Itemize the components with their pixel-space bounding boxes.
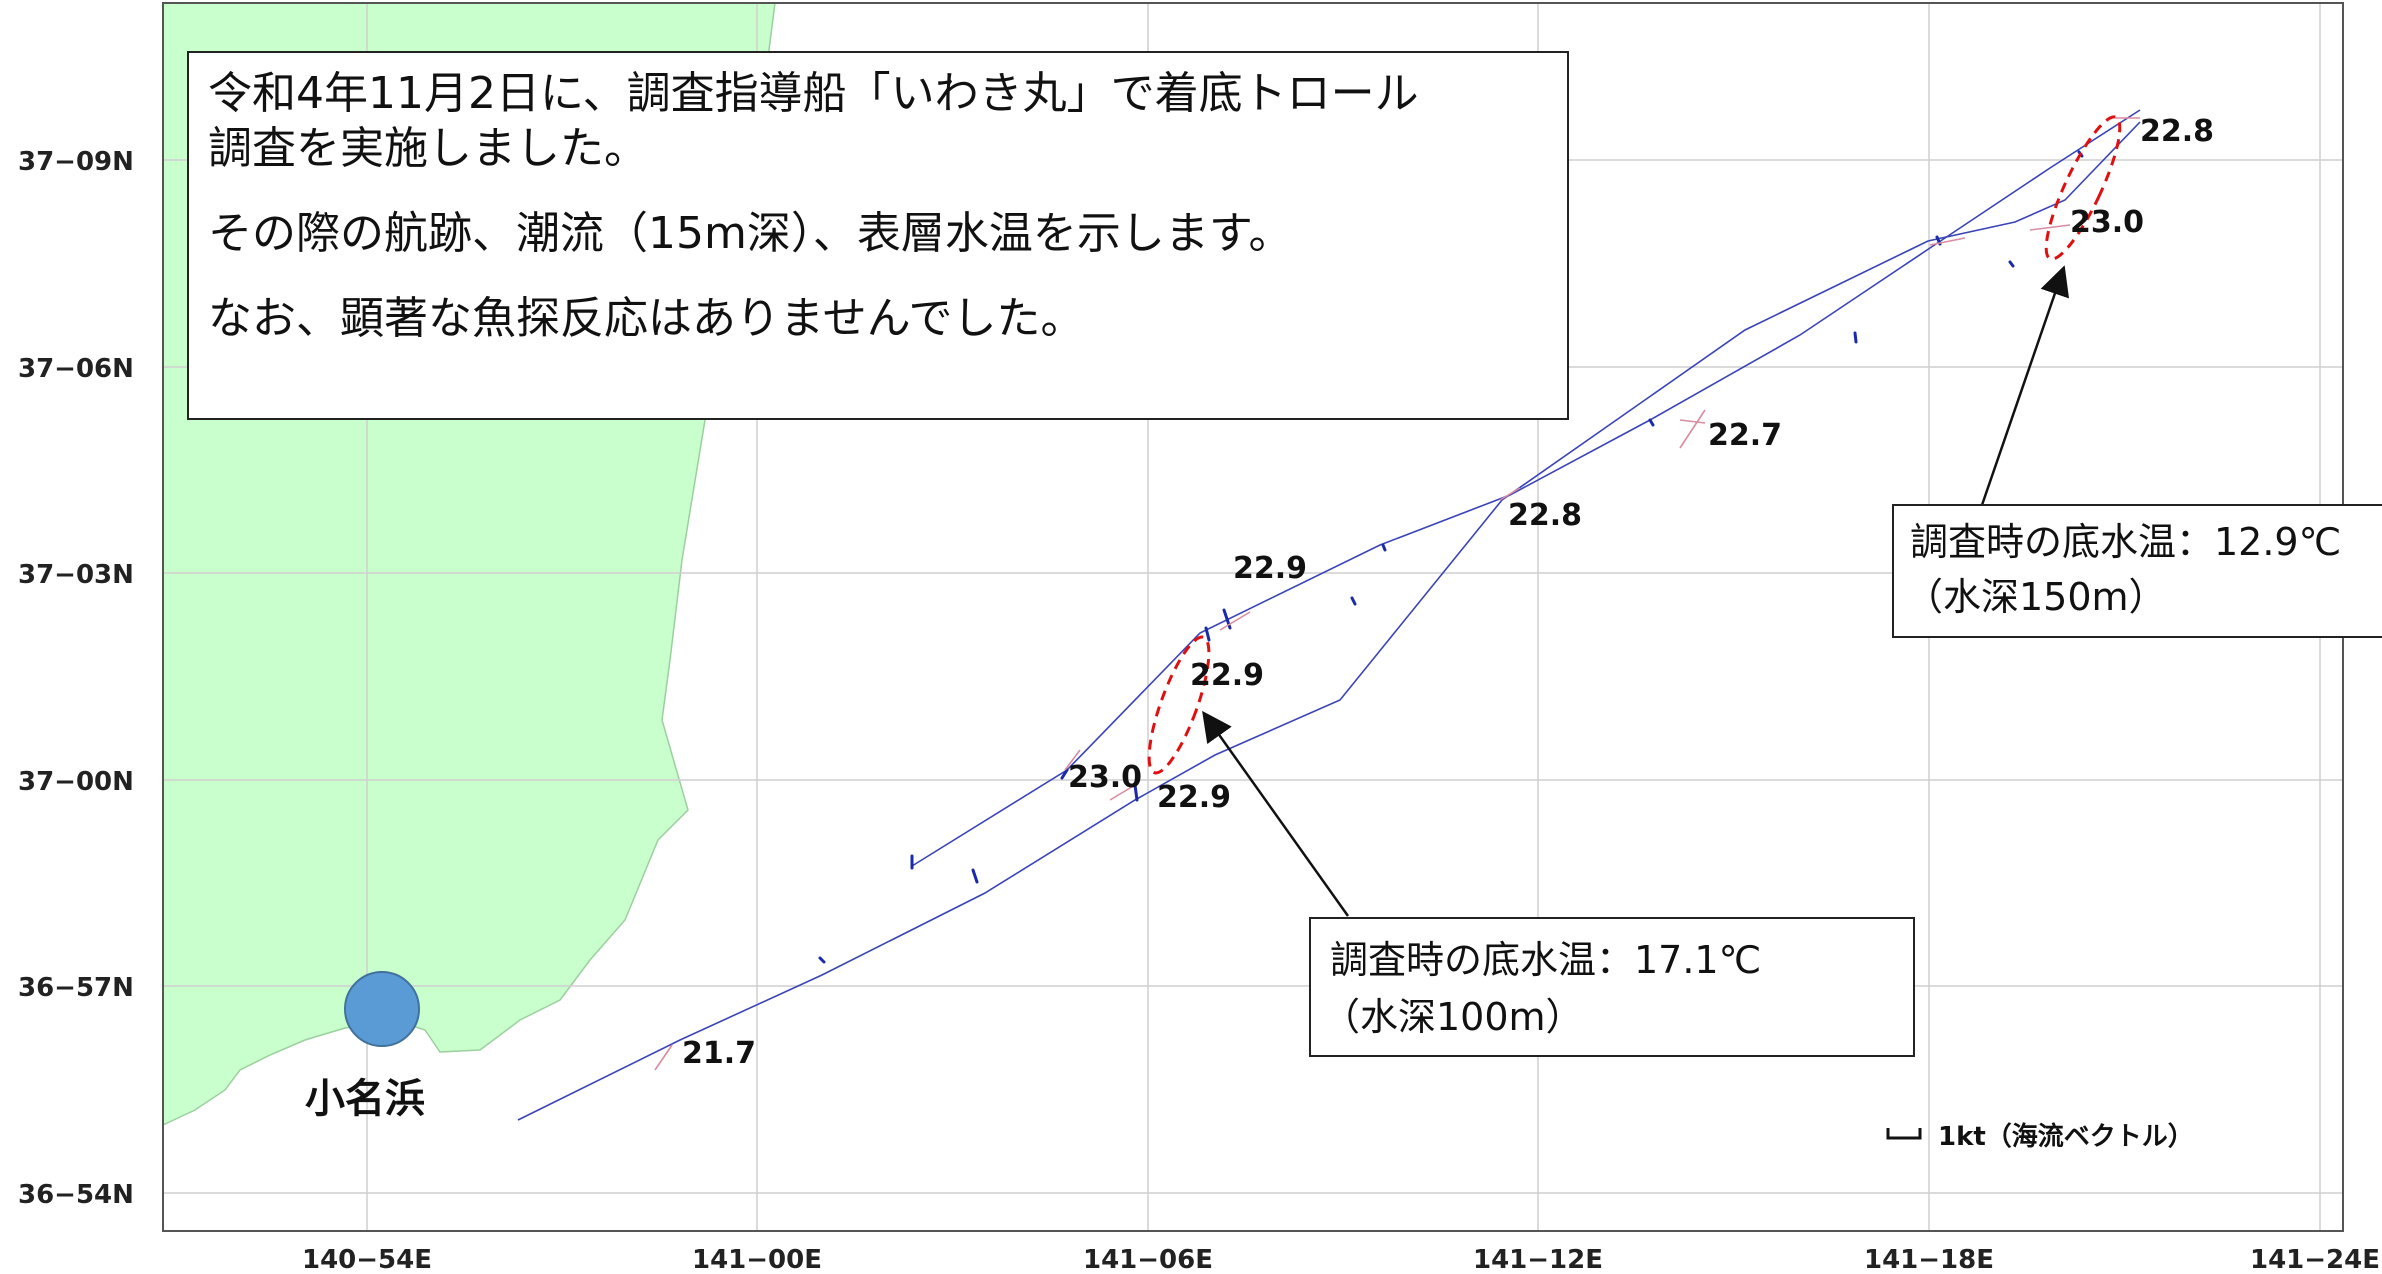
info-line-3: その際の航跡、潮流（15m深）、表層水温を示します。 [208,208,1292,259]
x-tick-label: 140−54E [302,1245,432,1274]
survey-area-south [1147,635,1211,775]
x-tick-label: 141−06E [1083,1245,1213,1274]
pink-arrow [2029,224,2071,231]
pink-arrow [1064,749,1081,771]
callout-box-south [1309,917,1915,1057]
pink-arrow [1929,237,1966,246]
port-label: 小名浜 [305,1076,425,1122]
info-line-1: 令和4年11月2日に、調査指導船「いわき丸」で着底トロール [208,68,1419,119]
current-vector [971,868,979,884]
current-vector [2008,260,2015,268]
callout-north-line2: （水深150m） [1905,575,2167,619]
y-axis-labels: 37−09N 37−06N 37−03N 37−00N 36−57N 36−54… [18,147,134,1210]
x-tick-label: 141−24E [2250,1245,2380,1274]
temperature-label: 22.9 [1190,658,1264,693]
callout-pointer-south [1202,710,1350,917]
info-line-2: 調査を実施しました。 [208,123,648,174]
y-tick-label: 37−03N [18,560,134,590]
pink-arrow [654,1044,673,1071]
temperature-label: 22.8 [1508,498,1582,533]
callout-north-line1: 調査時の底水温：12.9℃ [1910,520,2341,564]
x-tick-label: 141−18E [1864,1245,1994,1274]
y-tick-label: 36−57N [18,973,134,1003]
track-line-south [517,121,2141,1121]
y-tick-label: 37−09N [18,147,134,177]
pink-arrow [1679,419,1706,424]
callout-pointer-north [1980,265,2070,506]
info-line-4: なお、顕著な魚探反応はありませんでした。 [208,293,1084,344]
survey-area-north [2044,115,2122,261]
pink-arrow [1499,487,1521,501]
temperature-label: 22.9 [1157,780,1231,815]
legend-label: 1kt（海流ベクトル） [1938,1122,2194,1152]
temperature-labels: 22.8 23.0 22.7 22.8 22.9 22.9 23.0 22.9 … [682,114,2214,1071]
y-tick-label: 37−00N [18,767,134,797]
x-tick-label: 141−12E [1473,1245,1603,1274]
temperature-label: 22.9 [1233,551,1307,586]
current-vector [1133,783,1139,802]
current-vector [1853,331,1858,344]
current-vectors [818,150,2084,964]
temperature-label: 22.8 [2140,114,2214,149]
x-axis-labels: 140−54E 141−00E 141−06E 141−12E 141−18E … [302,1245,2380,1274]
pink-arrow [1679,409,1706,449]
current-vector [1204,626,1211,642]
y-tick-label: 36−54N [18,1180,134,1210]
temperature-label: 22.7 [1708,418,1782,453]
temperature-label: 23.0 [1068,760,1142,795]
current-vector [818,956,826,964]
x-tick-label: 141−00E [692,1245,822,1274]
legend-scale-icon [1886,1128,1922,1140]
callout-south-line2: （水深100m） [1322,995,1584,1039]
current-vector [1648,418,1655,427]
pink-arrow [1219,611,1251,631]
current-vector [1350,596,1357,606]
y-tick-label: 37−06N [18,354,134,384]
callout-south-line1: 調査時の底水温：17.1℃ [1330,938,1761,982]
ship-track [517,109,2141,1121]
temperature-label: 21.7 [682,1036,756,1071]
temperature-label: 23.0 [2070,205,2144,240]
info-box [187,51,1569,420]
pink-arrows [654,117,2140,1071]
current-vector [1060,768,1069,780]
track-line-north [911,109,2141,867]
callout-box-north [1892,504,2382,638]
current-vector [1381,543,1387,552]
port-marker [344,971,420,1047]
pink-arrow [1109,784,1136,801]
